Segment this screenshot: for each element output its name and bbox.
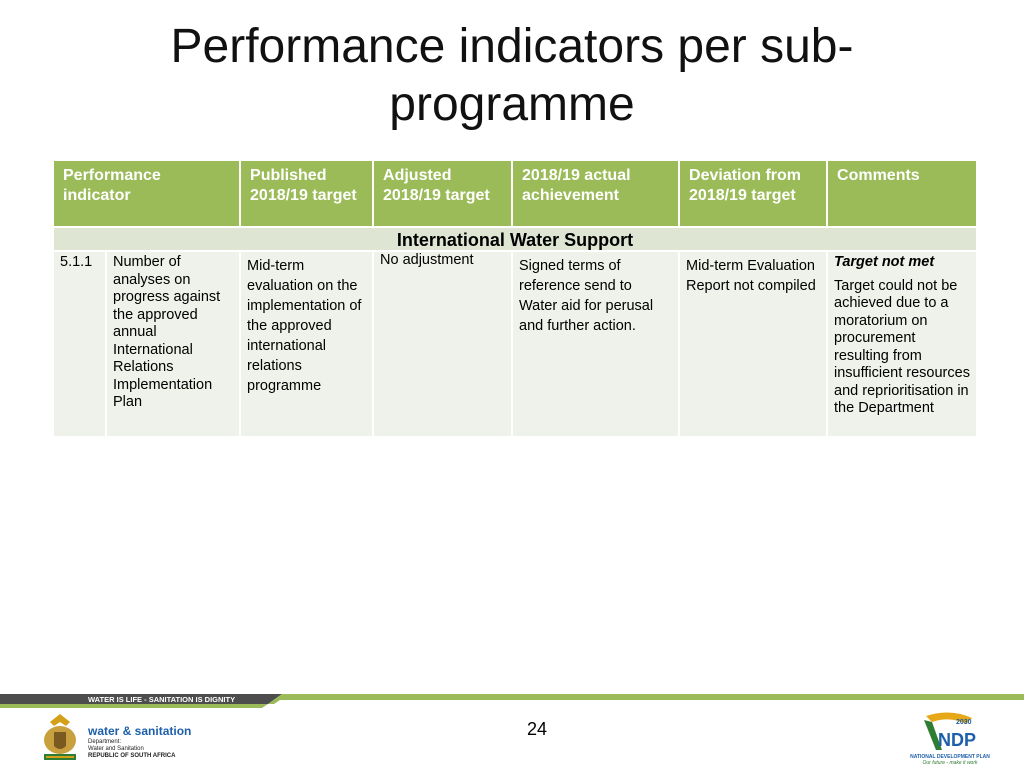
- ndp-logo: 2030 NDP NATIONAL DEVELOPMENT PLAN Our f…: [908, 710, 992, 766]
- ndp-caption-line: NATIONAL DEVELOPMENT PLAN: [910, 754, 990, 760]
- ndp-caption: NATIONAL DEVELOPMENT PLAN Our future - m…: [908, 754, 992, 766]
- actual-achievement-cell: Signed terms of reference send to Water …: [511, 250, 681, 438]
- indicator-number: 5.1.1: [52, 250, 107, 438]
- indicator-text: Number of analyses on progress against t…: [104, 250, 242, 438]
- dept-line-2: Water and Sanitation: [88, 746, 144, 752]
- header-adjusted-target: Adjusted 2018/19 target: [372, 159, 514, 228]
- comments-cell: Target not met Target could not be achie…: [826, 250, 979, 438]
- table-header-row: Performance indicator Published 2018/19 …: [51, 159, 979, 228]
- section-title: International Water Support: [51, 226, 979, 252]
- header-comments: Comments: [826, 159, 979, 228]
- dept-details: Department: Water and Sanitation REPUBLI…: [88, 739, 175, 760]
- footer-band: WATER IS LIFE - SANITATION IS DIGNITY: [0, 694, 1024, 708]
- page-number: 24: [526, 719, 548, 739]
- dept-line-3: REPUBLIC OF SOUTH AFRICA: [88, 753, 176, 759]
- header-deviation: Deviation from 2018/19 target: [678, 159, 829, 228]
- comment-heading: Target not met: [834, 254, 935, 270]
- ndp-emblem-icon: 2030 NDP: [924, 712, 976, 750]
- ndp-tagline: Our future - make it work: [922, 760, 978, 766]
- coat-of-arms-icon: [44, 714, 76, 760]
- table-row: 5.1.1 Number of analyses on progress aga…: [52, 250, 979, 438]
- adjusted-target-cell: No adjustment: [372, 250, 514, 438]
- footer-slogan: WATER IS LIFE - SANITATION IS DIGNITY: [88, 695, 235, 704]
- header-published-target: Published 2018/19 target: [239, 159, 375, 228]
- deviation-cell: Mid-term Evaluation Report not compiled: [678, 250, 829, 438]
- dept-line-1: Department:: [88, 739, 122, 745]
- ndp-mark: NDP: [938, 730, 976, 750]
- dept-name: water & sanitation: [88, 724, 192, 738]
- ndp-year: 2030: [956, 719, 972, 726]
- comment-text: Target could not be achieved due to a mo…: [834, 277, 970, 417]
- performance-table: Performance indicator Published 2018/19 …: [51, 159, 979, 438]
- department-logo: water & sanitation Department: Water and…: [36, 712, 236, 766]
- published-target-cell: Mid-term evaluation on the implementatio…: [239, 250, 375, 438]
- slide-title: Performance indicators per sub-programme: [170, 20, 854, 131]
- header-actual-achievement: 2018/19 actual achievement: [511, 159, 681, 228]
- header-performance-indicator: Performance indicator: [51, 159, 242, 228]
- section-row: International Water Support: [51, 226, 979, 252]
